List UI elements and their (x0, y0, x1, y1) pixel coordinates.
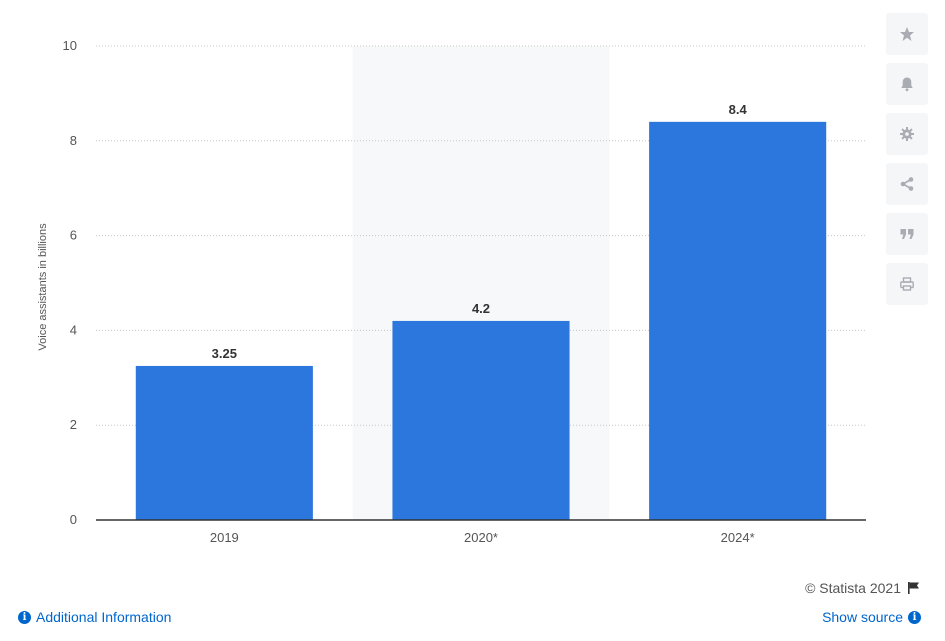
share-button[interactable] (886, 163, 928, 205)
quote-icon (900, 229, 914, 239)
gear-icon (900, 127, 914, 141)
copyright-text: © Statista 2021 (805, 580, 901, 596)
y-axis-ticks: 0 2 4 6 8 10 (63, 38, 77, 527)
bar-2020[interactable] (392, 320, 570, 520)
settings-button[interactable] (886, 113, 928, 155)
x-tick-label: 2020* (464, 530, 498, 545)
share-icon (900, 177, 914, 191)
copyright-notice: © Statista 2021 (805, 580, 921, 596)
y-tick-label: 4 (70, 322, 77, 337)
bell-icon (901, 77, 913, 92)
chart-toolbar (886, 13, 930, 313)
additional-information-label: Additional Information (36, 609, 172, 625)
data-label: 4.2 (472, 301, 490, 316)
y-axis-label: Voice assistants in billions (37, 223, 49, 351)
bar-2019[interactable] (135, 365, 313, 520)
y-tick-label: 0 (70, 512, 77, 527)
x-axis-ticks: 2019 2020* 2024* (210, 530, 755, 545)
additional-information-link[interactable]: i Additional Information (18, 609, 171, 625)
bars (135, 121, 827, 520)
data-labels: 3.25 4.2 8.4 (212, 102, 748, 361)
favorite-button[interactable] (886, 13, 928, 55)
show-source-link[interactable]: Show source i (822, 609, 921, 625)
print-icon (900, 277, 914, 291)
bar-2024[interactable] (649, 121, 827, 520)
cite-button[interactable] (886, 213, 928, 255)
data-label: 8.4 (729, 102, 748, 117)
print-button[interactable] (886, 263, 928, 305)
y-tick-label: 10 (63, 38, 77, 53)
y-tick-label: 2 (70, 417, 77, 432)
x-tick-label: 2019 (210, 530, 239, 545)
bar-chart: 0 2 4 6 8 10 Voice assistants in billions 3.2… (37, 38, 866, 545)
y-tick-label: 6 (70, 228, 77, 243)
star-icon (900, 27, 914, 41)
info-icon: i (908, 610, 921, 624)
data-label: 3.25 (212, 346, 237, 361)
notification-button[interactable] (886, 63, 928, 105)
y-tick-label: 8 (70, 133, 77, 148)
info-icon: i (18, 610, 31, 624)
x-tick-label: 2024* (721, 530, 755, 545)
flag-icon[interactable] (907, 581, 921, 595)
show-source-label: Show source (822, 609, 903, 625)
